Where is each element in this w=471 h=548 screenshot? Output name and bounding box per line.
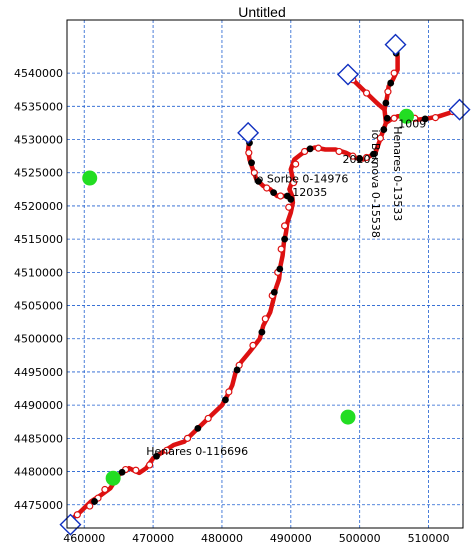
black-station-point: [356, 155, 364, 163]
y-tick-label: 4540000: [14, 67, 63, 80]
y-tick-label: 4515000: [14, 233, 63, 246]
y-tick-label: 4475000: [14, 499, 63, 512]
black-station-point: [118, 468, 126, 476]
white-station-point: [390, 69, 398, 77]
white-station-point: [183, 434, 192, 442]
white-station-point: [281, 222, 289, 230]
white-station-point: [249, 341, 257, 349]
black-station-point: [306, 145, 314, 153]
white-station-point: [245, 149, 253, 157]
y-tick-label: 4520000: [14, 200, 63, 213]
x-tick-label: 470000: [132, 532, 174, 545]
green-station-point: [105, 470, 121, 486]
white-station-point: [277, 245, 285, 253]
y-tick-label: 4480000: [14, 466, 63, 479]
grid-layer: [67, 20, 463, 528]
x-tick-label: 510000: [408, 532, 450, 545]
white-station-point: [362, 89, 371, 97]
white-station-point: [263, 184, 271, 192]
y-tick-label: 4510000: [14, 266, 63, 279]
white-station-point: [335, 147, 343, 156]
white-station-point: [285, 203, 293, 211]
black-station-point: [258, 328, 266, 336]
black-station-point: [255, 177, 262, 185]
y-tick-label: 4495000: [14, 366, 63, 379]
black-station-point: [222, 396, 229, 404]
y-tick-label: 4485000: [14, 432, 63, 445]
black-station-point: [270, 189, 278, 197]
y-tick-label: 4490000: [14, 399, 63, 412]
white-station-point: [225, 388, 233, 396]
annotation-label: io Sorbe 0-14976: [254, 173, 349, 186]
annotation-label: 1009: [398, 118, 426, 131]
annotation-label: Henares 0-13533: [391, 126, 404, 221]
white-station-point: [204, 414, 212, 423]
green-station-point: [340, 409, 356, 425]
black-station-point: [233, 366, 241, 374]
white-station-point: [362, 153, 371, 162]
black-station-point: [276, 265, 284, 273]
y-tick-label: 4500000: [14, 333, 63, 346]
white-station-point: [132, 466, 140, 474]
black-station-point: [421, 115, 429, 123]
white-station-point: [376, 134, 384, 142]
black-station-point: [248, 159, 255, 167]
diamond-marker: [59, 513, 82, 536]
y-tick-label: 4505000: [14, 300, 63, 313]
annotation-label: Henares 0-116696: [146, 445, 248, 458]
green-station-point: [399, 108, 415, 124]
y-tick-label: 4535000: [14, 100, 63, 113]
white-station-point: [101, 485, 109, 494]
white-station-point: [146, 461, 154, 469]
white-station-point: [384, 88, 392, 96]
x-tick-label: 460000: [63, 532, 105, 545]
black-station-point: [370, 150, 377, 158]
white-station-point: [301, 147, 309, 156]
black-station-point: [281, 235, 289, 243]
annotation-label: 20202: [342, 153, 377, 166]
black-station-point: [270, 288, 278, 296]
white-station-point: [276, 192, 285, 200]
white-station-point: [250, 169, 258, 177]
white-station-point: [289, 179, 298, 187]
black-station-point: [194, 424, 202, 432]
y-tick-label: 4530000: [14, 134, 63, 147]
river-main-line: [66, 107, 459, 524]
green-station-point: [82, 170, 98, 186]
point-layer: [59, 33, 471, 536]
x-tick-label: 500000: [339, 532, 381, 545]
white-station-point: [431, 114, 440, 122]
black-station-point: [383, 114, 391, 122]
y-tick-label: 4525000: [14, 167, 63, 180]
white-station-point: [163, 446, 171, 454]
black-station-point: [387, 79, 395, 87]
diamond-marker: [384, 33, 407, 56]
white-station-point: [86, 502, 94, 510]
diamond-marker: [448, 98, 471, 121]
black-station-point: [283, 192, 291, 200]
white-station-point: [390, 114, 398, 122]
diamond-marker: [336, 63, 359, 86]
chart-title: Untitled: [238, 4, 285, 20]
plot-frame: [66, 19, 464, 529]
annotation-label: 12035: [292, 186, 327, 199]
white-station-point: [349, 152, 357, 160]
black-station-point: [382, 99, 390, 107]
white-station-point: [73, 511, 81, 519]
black-station-point: [91, 498, 98, 505]
annotation-label: io Bornova 0-15538: [369, 130, 382, 238]
x-tick-label: 480000: [201, 532, 243, 545]
tick-layer: 460000 470000 480000 490000 500000 510000 4475…: [14, 67, 450, 545]
black-station-point: [380, 126, 388, 133]
x-tick-label: 490000: [270, 532, 312, 545]
white-station-point: [261, 315, 269, 323]
black-station-point: [153, 452, 160, 460]
white-station-point: [292, 160, 300, 168]
diamond-marker: [237, 121, 260, 144]
white-station-point: [314, 144, 322, 152]
